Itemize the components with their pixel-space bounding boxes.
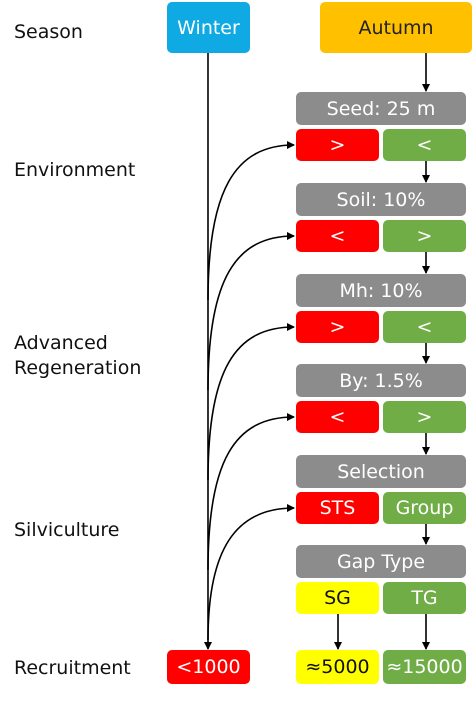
row-label: Advanced Regeneration — [14, 332, 142, 379]
row-label: Environment — [14, 159, 136, 181]
option-left: > — [296, 129, 379, 161]
option-left: < — [296, 401, 379, 433]
curve-arrow — [207, 504, 295, 641]
step-label: By: 1.5% — [296, 364, 466, 397]
option-right: > — [383, 220, 466, 252]
recruitment-box: <1000 — [167, 650, 250, 684]
option-left: > — [296, 311, 379, 343]
option-right: < — [383, 129, 466, 161]
row-label: Silviculture — [14, 519, 120, 541]
curve-arrow — [207, 232, 295, 391]
curve-arrow — [207, 323, 295, 481]
curve-arrow — [207, 413, 295, 571]
option-left: < — [296, 220, 379, 252]
option-right: < — [383, 311, 466, 343]
row-label: Recruitment — [14, 657, 131, 679]
recruitment-box: ≈5000 — [296, 650, 379, 684]
winter-box: Winter — [167, 2, 250, 53]
step-label: Gap Type — [296, 545, 466, 578]
step-label: Soil: 10% — [296, 183, 466, 216]
option-left: SG — [296, 582, 379, 614]
option-right: Group — [383, 492, 466, 524]
curve-arrow — [207, 141, 295, 301]
step-label: Seed: 25 m — [296, 92, 466, 125]
step-label: Mh: 10% — [296, 274, 466, 307]
row-label: Season — [14, 21, 83, 43]
option-right: > — [383, 401, 466, 433]
recruitment-box: ≈15000 — [383, 650, 466, 684]
step-label: Selection — [296, 455, 466, 488]
option-left: STS — [296, 492, 379, 524]
option-right: TG — [383, 582, 466, 614]
autumn-box: Autumn — [320, 2, 472, 53]
